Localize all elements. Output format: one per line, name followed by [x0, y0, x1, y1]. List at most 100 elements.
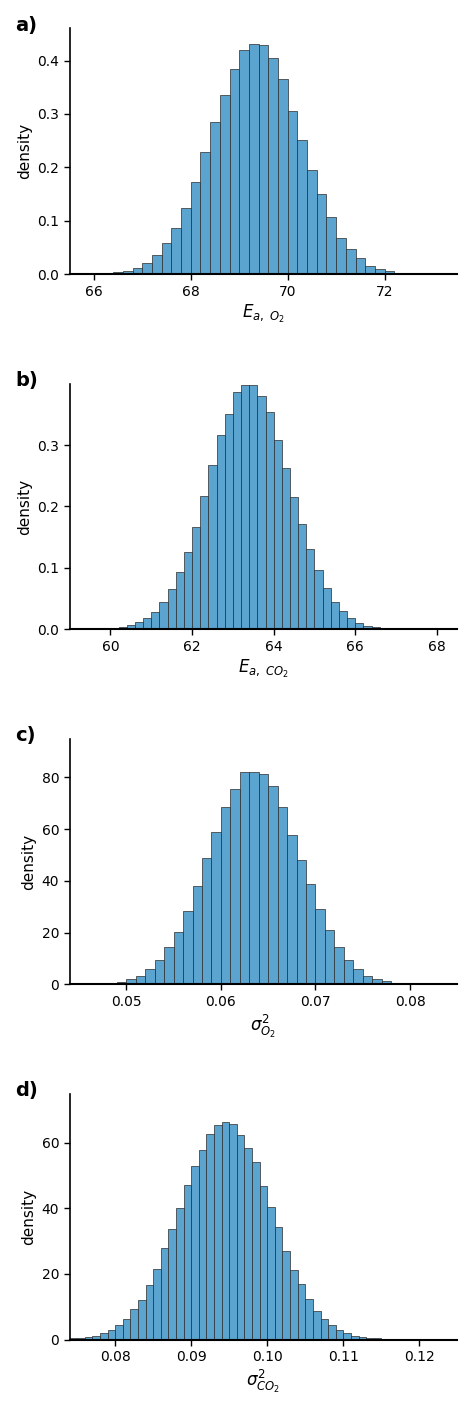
- Bar: [155, 960, 164, 984]
- Bar: [364, 626, 372, 630]
- Bar: [200, 496, 209, 630]
- Bar: [257, 397, 265, 630]
- Bar: [382, 981, 391, 984]
- Bar: [192, 527, 200, 630]
- Bar: [252, 1162, 260, 1340]
- Y-axis label: density: density: [17, 479, 32, 535]
- Bar: [151, 613, 159, 630]
- Bar: [316, 909, 325, 984]
- Bar: [100, 1333, 108, 1340]
- Bar: [240, 772, 249, 984]
- Bar: [117, 981, 127, 984]
- X-axis label: $\sigma^2_{O_2}$: $\sigma^2_{O_2}$: [250, 1012, 276, 1041]
- Bar: [343, 1333, 351, 1340]
- Bar: [313, 1310, 320, 1340]
- Bar: [183, 911, 192, 984]
- Bar: [245, 1148, 252, 1340]
- Bar: [108, 983, 117, 984]
- Bar: [265, 412, 273, 630]
- Bar: [347, 618, 356, 630]
- Bar: [249, 385, 257, 630]
- Bar: [314, 570, 323, 630]
- Bar: [176, 1207, 183, 1340]
- Text: c): c): [15, 726, 36, 746]
- Bar: [146, 969, 155, 984]
- Bar: [249, 772, 259, 984]
- Bar: [268, 58, 278, 274]
- Bar: [297, 860, 306, 984]
- Text: b): b): [15, 371, 38, 390]
- Bar: [138, 1300, 146, 1340]
- Bar: [259, 45, 268, 274]
- Bar: [351, 1336, 358, 1340]
- Bar: [192, 887, 202, 984]
- Bar: [221, 808, 230, 984]
- Bar: [127, 979, 136, 984]
- Bar: [225, 414, 233, 630]
- Bar: [283, 1251, 290, 1340]
- Bar: [202, 858, 211, 984]
- Bar: [210, 123, 220, 274]
- Bar: [363, 976, 372, 984]
- Bar: [207, 1134, 214, 1340]
- Bar: [268, 786, 278, 984]
- Bar: [305, 1299, 313, 1340]
- Bar: [241, 385, 249, 630]
- Bar: [153, 1268, 161, 1340]
- Bar: [334, 947, 344, 984]
- Bar: [142, 263, 152, 274]
- Text: a): a): [15, 16, 37, 35]
- Bar: [336, 237, 346, 274]
- Bar: [320, 1319, 328, 1340]
- Bar: [259, 774, 268, 984]
- Bar: [249, 44, 259, 274]
- Bar: [275, 1227, 283, 1340]
- Bar: [278, 79, 288, 274]
- Bar: [168, 589, 176, 630]
- Bar: [233, 391, 241, 630]
- Bar: [384, 271, 394, 274]
- Bar: [358, 1337, 366, 1340]
- Bar: [168, 1228, 176, 1340]
- Bar: [273, 441, 282, 630]
- Bar: [391, 983, 401, 984]
- Bar: [372, 979, 382, 984]
- Bar: [339, 611, 347, 630]
- Bar: [211, 832, 221, 984]
- Bar: [191, 1166, 199, 1340]
- Bar: [306, 549, 314, 630]
- Bar: [123, 1319, 130, 1340]
- Bar: [327, 217, 336, 274]
- Bar: [108, 1330, 115, 1340]
- Bar: [267, 1207, 275, 1340]
- Bar: [136, 976, 146, 984]
- Bar: [365, 265, 375, 274]
- Bar: [146, 1285, 153, 1340]
- Bar: [181, 209, 191, 274]
- Bar: [77, 1339, 85, 1340]
- Bar: [184, 552, 192, 630]
- Bar: [290, 1269, 298, 1340]
- Bar: [290, 497, 298, 630]
- Text: d): d): [15, 1082, 38, 1100]
- Bar: [92, 1336, 100, 1340]
- Bar: [123, 271, 133, 274]
- Bar: [356, 258, 365, 274]
- Bar: [344, 960, 353, 984]
- Bar: [130, 1309, 138, 1340]
- Bar: [229, 1124, 237, 1340]
- Bar: [317, 193, 327, 274]
- Bar: [375, 270, 384, 274]
- Bar: [287, 834, 297, 984]
- Bar: [127, 626, 135, 630]
- X-axis label: $\sigma^2_{CO_2}$: $\sigma^2_{CO_2}$: [246, 1368, 281, 1395]
- Bar: [229, 69, 239, 274]
- Bar: [118, 627, 127, 630]
- Bar: [217, 435, 225, 630]
- Bar: [164, 946, 173, 984]
- Bar: [176, 572, 184, 630]
- Bar: [199, 1151, 207, 1340]
- X-axis label: $E_{a,\ O_2}$: $E_{a,\ O_2}$: [242, 304, 285, 325]
- Bar: [325, 931, 334, 984]
- Bar: [394, 273, 404, 274]
